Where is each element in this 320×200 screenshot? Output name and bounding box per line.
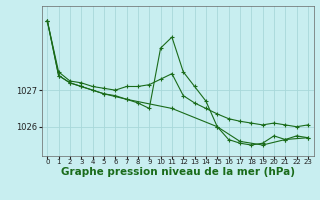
X-axis label: Graphe pression niveau de la mer (hPa): Graphe pression niveau de la mer (hPa) [60,167,295,177]
